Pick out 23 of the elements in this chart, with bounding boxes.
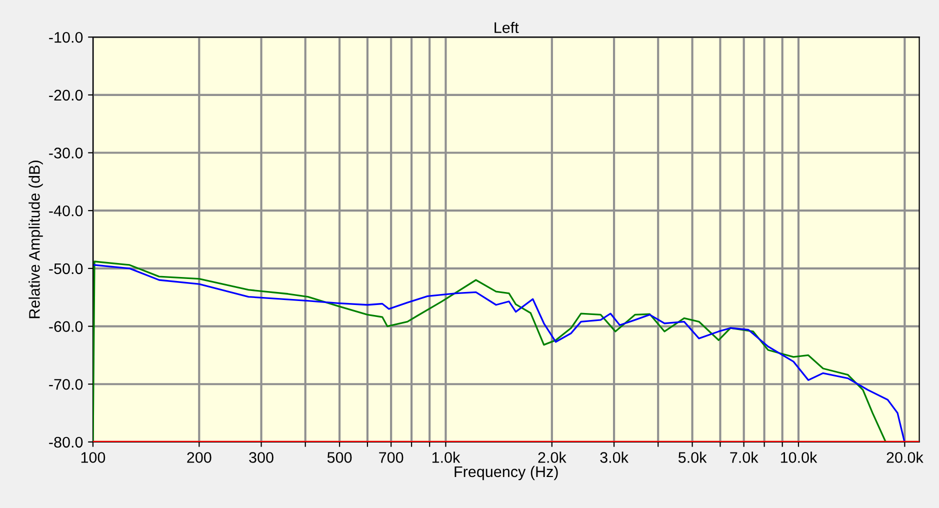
x-tick-label: 2.0k — [538, 452, 566, 463]
y-tick-label: -50.0 — [49, 263, 83, 274]
x-axis-title: Frequency (Hz) — [454, 466, 558, 480]
x-tick-label: 100 — [81, 452, 106, 463]
y-tick-label: -70.0 — [49, 378, 83, 390]
x-tick-label: 20.0k — [886, 452, 924, 463]
y-tick-label: -10.0 — [49, 32, 83, 43]
x-tick-label: 1.0k — [432, 452, 460, 463]
x-tick-label: 200 — [187, 452, 212, 463]
x-tick-label: 300 — [249, 452, 274, 463]
y-tick-label: -60.0 — [49, 321, 83, 332]
y-tick-label: -80.0 — [49, 436, 83, 448]
x-tick-label: 500 — [327, 452, 352, 463]
x-tick-label: 3.0k — [600, 452, 628, 463]
y-axis-title: Relative Amplitude (dB) — [28, 160, 43, 318]
x-tick-label: 5.0k — [678, 452, 707, 463]
x-tick-label: 10.0k — [780, 452, 818, 463]
y-tick-label: -40.0 — [49, 205, 83, 216]
chart-title: Left — [494, 22, 519, 34]
x-tick-label: 700 — [379, 452, 404, 463]
x-tick-label: 7.0k — [730, 452, 758, 463]
y-tick-label: -30.0 — [49, 148, 83, 158]
y-tick-label: -20.0 — [49, 90, 83, 101]
